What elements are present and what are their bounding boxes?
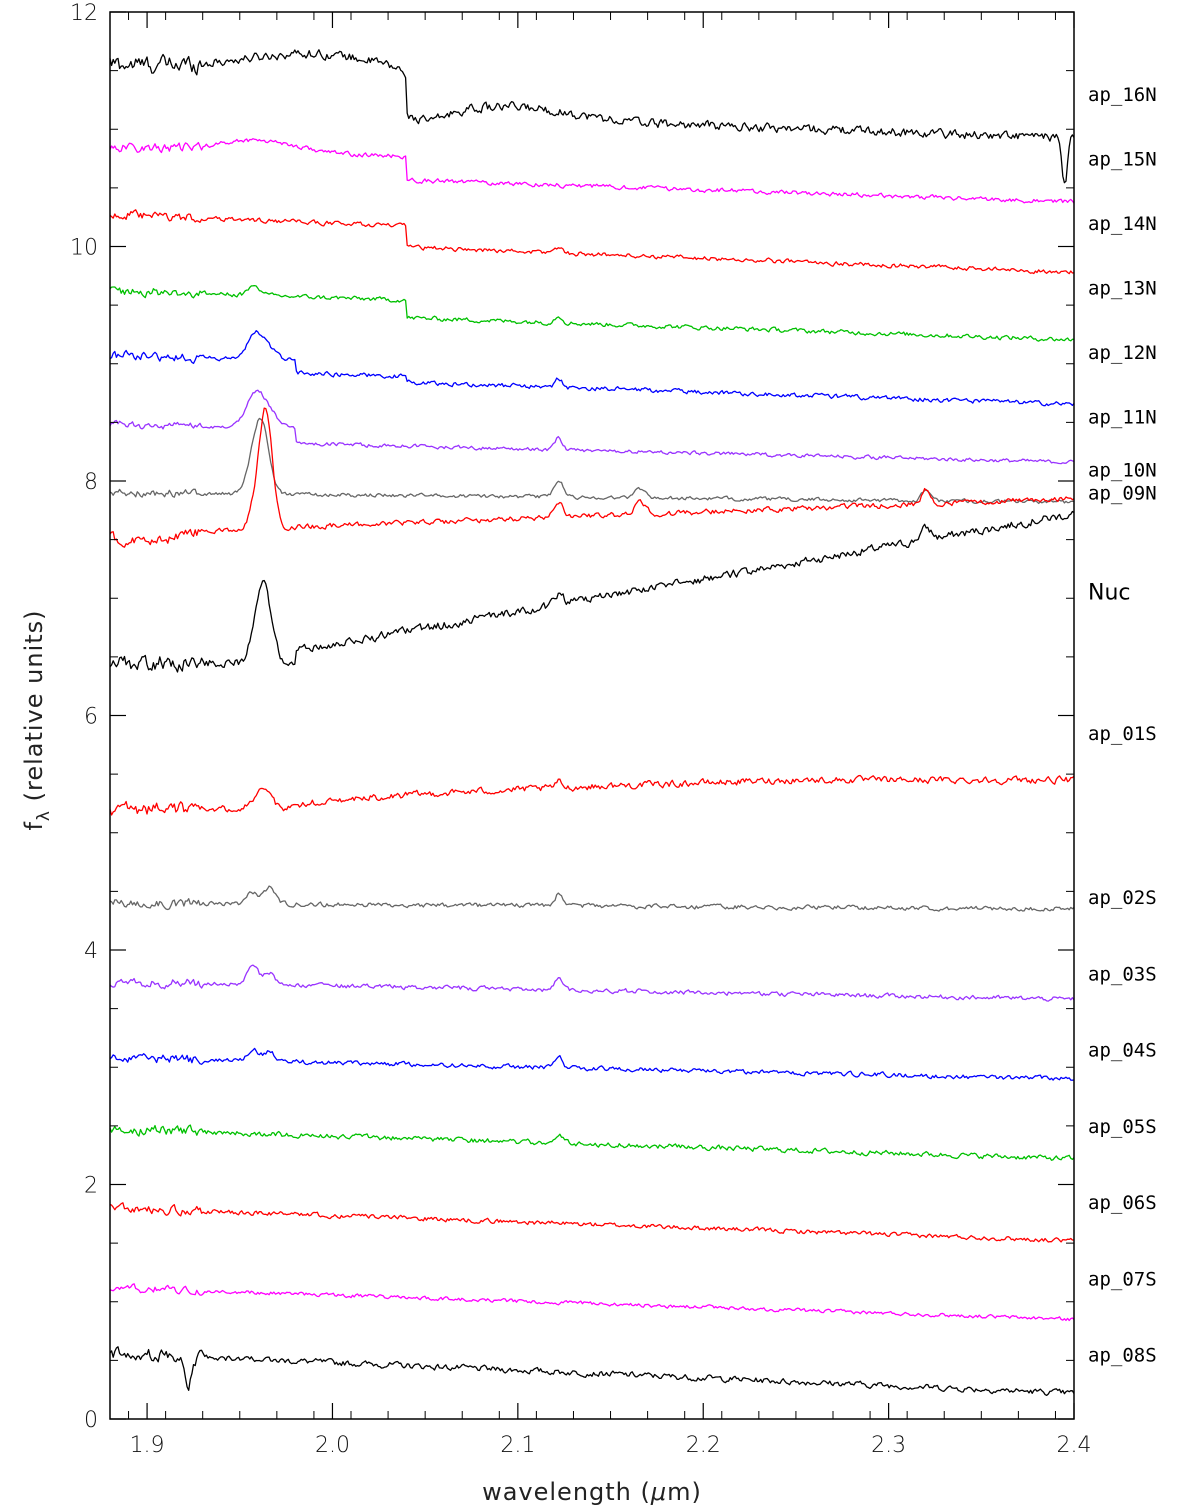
series-line-ap-04s xyxy=(109,1047,1075,1081)
x-tick-label: 2.2 xyxy=(686,1433,721,1458)
y-tick-label: 2 xyxy=(84,1174,98,1199)
series-line-ap-06s xyxy=(109,1202,1074,1243)
series-line-ap-12n xyxy=(109,330,1075,407)
series-label-ap-14n: ap_14N xyxy=(1088,213,1157,235)
series-line-ap-07s xyxy=(109,1283,1075,1322)
series-line-ap-14n xyxy=(109,209,1075,275)
series-line-ap-08s xyxy=(109,1346,1075,1397)
x-tick-label: 2.0 xyxy=(315,1433,350,1458)
series-label-ap-07s: ap_07S xyxy=(1088,1268,1157,1290)
series-line-ap-10n xyxy=(109,417,1074,505)
series-line-ap-05s xyxy=(109,1124,1075,1161)
series-label-ap-16n: ap_16N xyxy=(1088,84,1157,106)
series-label-ap-02s: ap_02S xyxy=(1088,887,1157,909)
series-line-ap-16n xyxy=(109,49,1075,184)
series-line-nuc xyxy=(109,510,1075,673)
y-tick-label: 10 xyxy=(70,236,98,261)
series-label-ap-04s: ap_04S xyxy=(1088,1040,1157,1062)
series-line-ap-03s xyxy=(109,964,1075,1002)
series-label-ap-09n: ap_09N xyxy=(1088,483,1157,505)
series-label-ap-11n: ap_11N xyxy=(1088,407,1157,429)
series-label-ap-03s: ap_03S xyxy=(1088,963,1157,985)
series-line-ap-15n xyxy=(109,138,1075,204)
series-lines xyxy=(109,49,1075,1397)
y-tick-label: 4 xyxy=(84,939,98,964)
series-line-ap-01s xyxy=(109,774,1075,816)
series-line-ap-09n xyxy=(109,407,1075,548)
series-line-ap-11n xyxy=(109,389,1075,465)
series-label-ap-06s: ap_06S xyxy=(1088,1192,1157,1214)
series-line-ap-02s xyxy=(109,885,1075,912)
y-tick-label: 6 xyxy=(84,705,98,730)
series-label-nuc: Nuc xyxy=(1088,580,1131,605)
y-tick-label: 8 xyxy=(84,470,98,495)
x-tick-label: 2.4 xyxy=(1057,1433,1092,1458)
series-label-ap-10n: ap_10N xyxy=(1088,459,1157,481)
y-tick-label: 12 xyxy=(70,1,98,26)
series-label-ap-13n: ap_13N xyxy=(1088,278,1157,300)
plot-frame xyxy=(109,11,1075,1420)
series-label-ap-12n: ap_12N xyxy=(1088,342,1157,364)
y-tick-label: 0 xyxy=(84,1408,98,1433)
series-label-ap-08s: ap_08S xyxy=(1088,1345,1157,1367)
series-labels: ap_16N ap_15N ap_14N ap_13N ap_12N ap_11N ap_1… xyxy=(1088,84,1157,1366)
x-axis-title: wavelength (μm) xyxy=(482,1478,702,1506)
axes xyxy=(109,11,1075,1420)
x-tick-label: 2.1 xyxy=(500,1433,535,1458)
y-axis-title: fλ (relative units) xyxy=(20,609,54,830)
x-tick-label: 1.9 xyxy=(130,1433,165,1458)
x-tick-label: 2.3 xyxy=(871,1433,906,1458)
axis-ticks: 1.9 2.0 2.1 2.2 2.3 2.4 0 2 4 6 8 10 12 xyxy=(70,1,1092,1458)
series-label-ap-01s: ap_01S xyxy=(1088,723,1157,745)
series-label-ap-15n: ap_15N xyxy=(1088,149,1157,171)
series-line-ap-13n xyxy=(109,284,1074,342)
series-label-ap-05s: ap_05S xyxy=(1088,1116,1157,1138)
